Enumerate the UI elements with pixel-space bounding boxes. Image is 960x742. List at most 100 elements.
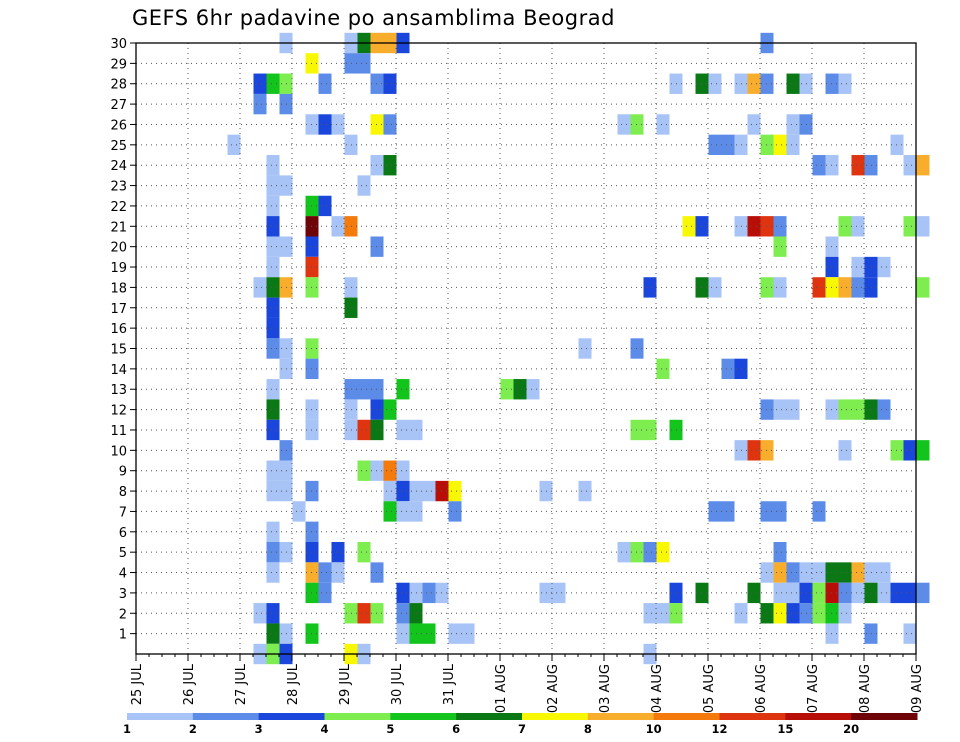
heatmap-cell bbox=[747, 73, 761, 94]
heatmap-cell bbox=[838, 603, 852, 624]
heatmap-cell bbox=[266, 541, 280, 563]
heatmap-cell bbox=[396, 603, 410, 624]
y-tick-label: 9 bbox=[119, 465, 127, 480]
y-tick-label: 26 bbox=[110, 118, 127, 133]
heatmap-cell bbox=[838, 216, 852, 237]
heatmap-cell bbox=[721, 501, 735, 522]
heatmap-cell bbox=[422, 480, 436, 502]
heatmap-cell bbox=[266, 297, 280, 318]
heatmap-cell bbox=[851, 399, 865, 420]
heatmap-cell bbox=[396, 623, 410, 644]
heatmap-cell bbox=[383, 114, 397, 135]
heatmap-cell bbox=[266, 195, 280, 217]
legend-swatch bbox=[653, 713, 720, 720]
heatmap-cell bbox=[786, 603, 800, 624]
heatmap-cell bbox=[877, 256, 891, 278]
heatmap-cell bbox=[448, 623, 462, 644]
heatmap-cell bbox=[773, 562, 787, 583]
y-tick-label: 8 bbox=[119, 485, 127, 500]
heatmap-cell bbox=[292, 501, 306, 522]
y-tick-label: 10 bbox=[110, 444, 127, 459]
heatmap-cell bbox=[773, 236, 787, 257]
heatmap-cell bbox=[266, 399, 280, 420]
heatmap-cell bbox=[773, 582, 787, 604]
legend-swatch bbox=[785, 713, 852, 720]
heatmap-cell bbox=[266, 216, 280, 237]
heatmap-cell bbox=[266, 521, 280, 542]
heatmap-cell bbox=[773, 277, 787, 298]
chart-title: GEFS 6hr padavine po ansamblima Beograd bbox=[132, 6, 615, 30]
y-tick-label: 12 bbox=[110, 404, 127, 419]
heatmap-cell bbox=[747, 216, 761, 237]
y-tick-label: 17 bbox=[110, 302, 127, 317]
heatmap-cell bbox=[838, 399, 852, 420]
heatmap-cell bbox=[877, 582, 891, 604]
legend-label: 15 bbox=[777, 722, 793, 736]
heatmap-cell bbox=[396, 460, 410, 481]
legend-swatch bbox=[324, 713, 391, 720]
y-tick-label: 27 bbox=[110, 98, 127, 113]
legend-label: 5 bbox=[386, 722, 394, 736]
y-tick-label: 1 bbox=[119, 628, 127, 643]
heatmap-cell bbox=[708, 501, 722, 522]
y-tick-label: 5 bbox=[119, 546, 127, 561]
heatmap-cell bbox=[656, 114, 670, 135]
heatmap-cell bbox=[747, 114, 761, 135]
y-tick-label: 2 bbox=[119, 607, 127, 622]
heatmap-cell bbox=[331, 216, 345, 237]
y-tick-label: 21 bbox=[110, 220, 127, 235]
x-tick-label: 29 JUL bbox=[338, 663, 353, 705]
legend-label: 2 bbox=[189, 722, 197, 736]
heatmap-cell bbox=[266, 338, 280, 359]
heatmap-cell bbox=[357, 379, 371, 400]
heatmap-cell bbox=[357, 53, 371, 74]
legend-label: 20 bbox=[843, 722, 859, 736]
heatmap-cell bbox=[266, 480, 280, 502]
heatmap-cell bbox=[656, 358, 670, 380]
heatmap-cell bbox=[331, 562, 345, 583]
heatmap-cell bbox=[786, 582, 800, 604]
heatmap-cell bbox=[266, 175, 280, 196]
heatmap-cell bbox=[253, 73, 267, 94]
y-tick-label: 29 bbox=[110, 57, 127, 72]
heatmap-cell bbox=[448, 501, 462, 522]
heatmap-cell bbox=[838, 562, 852, 583]
legend-label: 8 bbox=[584, 722, 592, 736]
heatmap-cell bbox=[773, 134, 787, 156]
heatmap-cell bbox=[643, 277, 657, 298]
heatmap-cell bbox=[357, 460, 371, 481]
heatmap-cell bbox=[318, 582, 332, 604]
legend-label: 1 bbox=[123, 722, 131, 736]
legend-swatch bbox=[522, 713, 589, 720]
heatmap-cell bbox=[786, 562, 800, 583]
y-tick-label: 24 bbox=[110, 159, 127, 174]
heatmap-cell bbox=[656, 603, 670, 624]
heatmap-cell bbox=[916, 155, 930, 176]
heatmap-cell bbox=[851, 277, 865, 298]
heatmap-cell bbox=[721, 134, 735, 156]
heatmap-cell bbox=[812, 155, 826, 176]
x-tick-label: 28 JUL bbox=[286, 663, 301, 705]
x-tick-label: 07 AUG bbox=[806, 664, 821, 713]
legend-swatch bbox=[456, 713, 523, 720]
legend-swatch bbox=[258, 713, 325, 720]
y-tick-label: 7 bbox=[119, 505, 127, 520]
heatmap-cell bbox=[266, 256, 280, 278]
heatmap-cell bbox=[656, 541, 670, 563]
x-tick-label: 26 JUL bbox=[182, 663, 197, 705]
y-tick-label: 28 bbox=[110, 78, 127, 93]
heatmap-cell bbox=[708, 134, 722, 156]
heatmap-cell bbox=[812, 501, 826, 522]
x-tick-label: 04 AUG bbox=[650, 664, 665, 713]
heatmap-cell bbox=[357, 419, 371, 441]
heatmap-cell bbox=[318, 114, 332, 135]
heatmap-cell bbox=[838, 73, 852, 94]
heatmap-cell bbox=[812, 277, 826, 298]
legend-label: 4 bbox=[320, 722, 328, 736]
heatmap-cell bbox=[903, 440, 917, 461]
heatmap-cell bbox=[513, 379, 527, 400]
x-tick-label: 30 JUL bbox=[390, 663, 405, 705]
x-tick-label: 27 JUL bbox=[234, 663, 249, 705]
y-tick-label: 20 bbox=[110, 241, 127, 256]
